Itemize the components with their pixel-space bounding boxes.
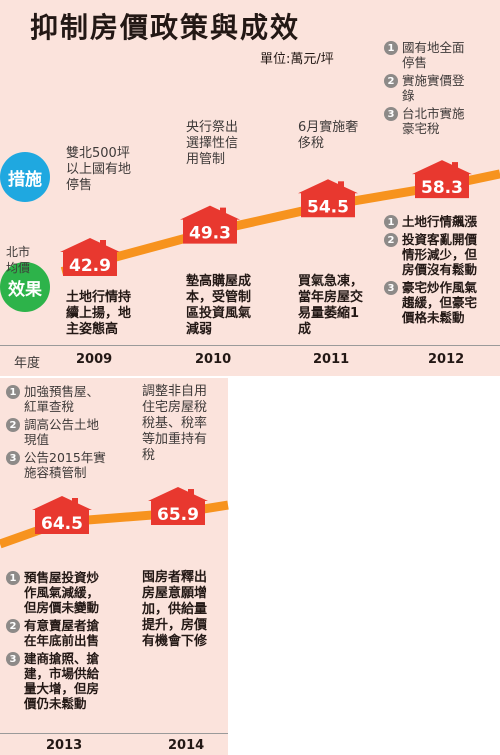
number-1-icon: 1 xyxy=(6,385,20,399)
year-2010: 2010 xyxy=(195,352,232,367)
panel-2013-2014 xyxy=(0,378,228,755)
effects-circle: 效果 xyxy=(0,262,50,312)
chimney xyxy=(100,240,106,249)
number-2-icon: 2 xyxy=(6,418,20,432)
year-2013: 2013 xyxy=(46,738,83,753)
effect-2009: 土地行情持 續上揚，地 主姿態高 xyxy=(66,290,132,337)
list-item: 3 台北市實施 豪宅稅 xyxy=(384,106,500,136)
measures-circle: 措施 xyxy=(0,152,50,202)
number-2-icon: 2 xyxy=(384,74,398,88)
measure-2012-list: 1 國有地全面 停售 2 實施實價登 錄 3 台北市實施 豪宅稅 xyxy=(384,40,500,139)
effects-label: 效果 xyxy=(8,279,42,300)
chimney xyxy=(338,181,344,191)
number-3-icon: 3 xyxy=(384,281,398,295)
list-item: 2 實施實價登 錄 xyxy=(384,73,500,103)
series-label: 北市 均價 xyxy=(6,245,31,275)
number-1-icon: 1 xyxy=(6,571,20,585)
axis-divider xyxy=(0,345,500,346)
chimney xyxy=(188,489,194,499)
chimney xyxy=(452,162,458,172)
data-label: 54.5 xyxy=(307,197,349,217)
measure-2011: 6月實施奢 侈稅 xyxy=(298,120,359,151)
data-label: 58.3 xyxy=(421,178,463,198)
effect-2012-list: 1 土地行情飆漲 2 投資客亂開價 情形減少，但 房價沒有鬆動 3 豪宅炒作風氣 趨緩… xyxy=(384,214,500,328)
measure-2009: 雙北500坪 以上國有地 停售 xyxy=(66,146,132,193)
data-label: 42.9 xyxy=(69,256,111,276)
list-item: 1 預售屋投資炒 作風氣減緩， 但房價未變動 xyxy=(6,570,124,615)
data-label: 64.5 xyxy=(41,514,83,534)
house-value-marker: 65.9 xyxy=(148,487,208,526)
list-item: 2 調高公告土地 現值 xyxy=(6,417,124,447)
list-item: 3 豪宅炒作風氣 趨緩，但豪宅 價格未鬆動 xyxy=(384,280,500,325)
chart-title: 抑制房價政策與成效 xyxy=(30,11,301,44)
unit-label: 單位:萬元/坪 xyxy=(260,52,334,67)
number-1-icon: 1 xyxy=(384,41,398,55)
chimney xyxy=(72,498,78,507)
data-label: 65.9 xyxy=(157,505,199,525)
list-item: 1 土地行情飆漲 xyxy=(384,214,500,229)
chimney xyxy=(220,207,226,217)
house-value-marker: 49.3 xyxy=(180,205,240,244)
house-value-marker: 58.3 xyxy=(412,160,472,199)
house-value-marker: 64.5 xyxy=(32,496,92,534)
year-2011: 2011 xyxy=(313,352,350,367)
effect-2010: 墊高購屋成 本，受管制 區投資風氣 減弱 xyxy=(186,274,252,337)
measure-2010: 央行祭出 選擇性信 用管制 xyxy=(186,120,239,167)
year-axis-label: 年度 xyxy=(14,356,41,371)
number-1-icon: 1 xyxy=(384,215,398,229)
effect-2011: 買氣急凍， 當年房屋交 易量萎縮1 成 xyxy=(298,274,364,337)
measure-2014: 調整非自用 住宅房屋稅 稅基、稅率 等加重持有 稅 xyxy=(142,384,208,463)
list-item: 2 有意賣屋者搶 在年底前出售 xyxy=(6,618,124,648)
data-label: 49.3 xyxy=(189,224,231,244)
number-2-icon: 2 xyxy=(6,619,20,633)
list-item: 1 國有地全面 停售 xyxy=(384,40,500,70)
list-item: 1 加強預售屋、 紅單查稅 xyxy=(6,384,124,414)
measures-label: 措施 xyxy=(8,169,42,190)
number-3-icon: 3 xyxy=(384,107,398,121)
list-item: 3 建商搶照、搶 建，市場供給 量大增，但房 價仍未鬆動 xyxy=(6,651,124,711)
effect-2014: 囤房者釋出 房屋意願增 加，供給量 提升，房價 有機會下修 xyxy=(142,570,208,649)
measure-2013-list: 1 加強預售屋、 紅單查稅 2 調高公告土地 現值 3 公告2015年實 施容積管制 xyxy=(6,384,124,483)
house-value-marker: 54.5 xyxy=(298,179,358,218)
number-3-icon: 3 xyxy=(6,652,20,666)
list-item: 2 投資客亂開價 情形減少，但 房價沒有鬆動 xyxy=(384,232,500,277)
effect-2013-list: 1 預售屋投資炒 作風氣減緩， 但房價未變動 2 有意賣屋者搶 在年底前出售 3 建商… xyxy=(6,570,124,714)
year-2014: 2014 xyxy=(168,738,205,753)
list-item: 3 公告2015年實 施容積管制 xyxy=(6,450,124,480)
house-value-marker: 42.9 xyxy=(60,238,120,276)
year-2009: 2009 xyxy=(76,352,113,367)
year-2012: 2012 xyxy=(428,352,465,367)
axis-divider xyxy=(0,733,228,734)
number-2-icon: 2 xyxy=(384,233,398,247)
number-3-icon: 3 xyxy=(6,451,20,465)
